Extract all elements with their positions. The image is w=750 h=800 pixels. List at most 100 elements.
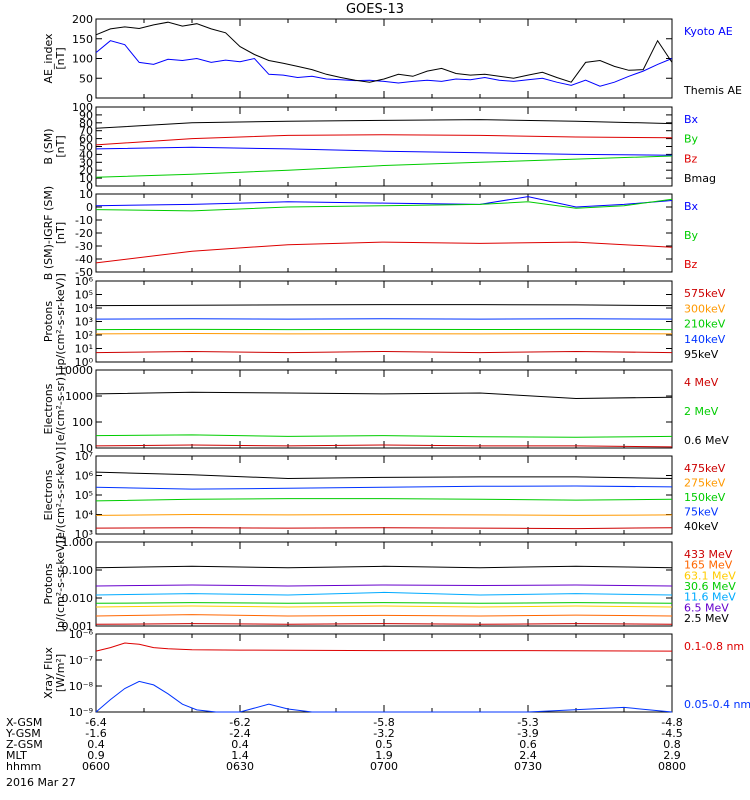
y-tick-label: 10 <box>79 442 93 455</box>
y-axis-label: [p/(cm²-s-sr-keV)] <box>54 273 67 370</box>
y-axis-label: AE_index <box>42 33 55 84</box>
y-axis-label: Protons <box>42 301 55 342</box>
y-tick-label: 10³ <box>75 316 93 329</box>
y-tick-label: 10⁻⁷ <box>69 654 93 667</box>
legend-entry: 300keV <box>684 302 726 315</box>
y-tick-label: 0.010 <box>62 592 94 605</box>
ephemeris-value: -4.5 <box>661 727 682 740</box>
legend-entry: Kyoto AE <box>684 25 733 38</box>
panel-frame <box>95 369 673 449</box>
y-axis-label: B (SM) <box>42 128 55 164</box>
legend-entry: Themis AE <box>683 84 742 97</box>
y-axis-label: [p/(cm²-s-sr-keV)] <box>54 536 67 633</box>
y-tick-label: -30 <box>75 240 93 253</box>
ephemeris-value: 0700 <box>370 760 398 773</box>
ephemeris-value: 2.4 <box>519 749 537 762</box>
y-axis-label: [nT] <box>54 135 67 157</box>
ephemeris-value: 2.9 <box>663 749 681 762</box>
y-tick-label: 20 <box>79 164 93 177</box>
y-tick-label: 0.100 <box>62 564 94 577</box>
series-line-30-6-mev <box>95 602 673 604</box>
y-tick-label: 10⁷ <box>75 450 93 463</box>
series-line-6-5-mev <box>95 584 673 587</box>
y-tick-label: 70 <box>79 125 93 138</box>
y-tick-label: 10 <box>79 188 93 201</box>
panel-8: 10⁻⁹ 10⁻⁸ 10⁻⁷ 10⁻⁶ Xray Flux [W/m²] 0.1-0.8 n… <box>42 628 750 719</box>
y-tick-label: 10⁶ <box>75 470 94 483</box>
y-axis-label: [nT] <box>54 222 67 244</box>
panel-7: 0.001 0.010 0.100 1.000 Protons [p/(cm²-s-sr-… <box>42 536 736 633</box>
y-tick-label: 50 <box>79 72 93 85</box>
series-line-bz <box>95 241 673 264</box>
series-line-75kev <box>95 485 673 490</box>
legend-entry: 75keV <box>684 506 719 519</box>
legend-entry: 2.5 MeV <box>684 612 729 625</box>
legend-entry: Bx <box>684 200 699 213</box>
legend-entry: Bz <box>684 258 698 271</box>
ephemeris-value: 0.9 <box>87 749 105 762</box>
y-tick-label: 0 <box>86 180 93 193</box>
y-tick-label: 10⁻⁶ <box>69 628 94 641</box>
panel-1: 0 50 100 150 200 AE_index [nT] Kyoto AE Themis A… <box>42 13 742 105</box>
ephemeris-value: 1.9 <box>375 749 393 762</box>
ephemeris-row-label: X-GSM <box>6 716 42 729</box>
y-tick-label: 1.000 <box>62 536 94 549</box>
ephemeris-value: -5.3 <box>517 716 538 729</box>
ephemeris-value: 0.4 <box>87 738 105 751</box>
legend-entry: 0.1-0.8 nm <box>684 640 744 653</box>
ephemeris-value: -3.9 <box>517 727 538 740</box>
legend-entry: 4 MeV <box>684 376 719 389</box>
y-tick-label: 10⁴ <box>75 509 94 522</box>
ephemeris-value: 0800 <box>658 760 686 773</box>
legend-entry: 165 MeV <box>684 559 733 572</box>
ephemeris-value: 1.4 <box>231 749 249 762</box>
legend-entry: Bmag <box>684 172 716 185</box>
ephemeris-value: -2.4 <box>229 727 250 740</box>
series-line-95kev <box>95 304 673 307</box>
legend-entry: 140keV <box>684 333 726 346</box>
y-tick-label: 90 <box>79 109 93 122</box>
y-tick-label: 100 <box>72 101 93 114</box>
legend-entry: 2 MeV <box>684 405 719 418</box>
ephemeris-value: 0630 <box>226 760 254 773</box>
series-line-2-5-mev <box>95 565 673 569</box>
legend-entry: By <box>684 133 699 146</box>
series-line-433-mev <box>95 623 673 625</box>
y-tick-label: 50 <box>79 141 93 154</box>
panel-frame <box>95 633 673 713</box>
ephemeris-row-label: MLT <box>6 749 27 762</box>
series-line-by <box>95 155 673 178</box>
panel-6: 10³ 10⁴ 10⁵ 10⁶ 10⁷ Electrons [e/(cm²-s-sr-keV… <box>42 447 726 543</box>
ephemeris-value: -6.2 <box>229 716 250 729</box>
legend-entry: 11.6 MeV <box>684 591 736 604</box>
y-tick-label: -50 <box>75 266 93 279</box>
legend-entry: 210keV <box>684 318 726 331</box>
ephemeris-row-label: hhmm <box>6 760 41 773</box>
ephemeris-value: -5.8 <box>373 716 394 729</box>
y-tick-label: 60 <box>79 133 93 146</box>
ephemeris-value: 0.6 <box>519 738 537 751</box>
y-axis-label: Xray Flux <box>42 647 55 699</box>
y-tick-label: -40 <box>75 253 93 266</box>
ephemeris-value: -1.6 <box>85 727 106 740</box>
series-line-bmag <box>95 119 673 129</box>
y-tick-label: 10⁰ <box>75 356 94 369</box>
y-axis-label: Protons <box>42 563 55 604</box>
legend-entry: 30.6 MeV <box>684 580 736 593</box>
panel-frame <box>95 18 673 99</box>
legend-entry: 6.5 MeV <box>684 601 729 614</box>
y-tick-label: 10⁵ <box>75 489 93 502</box>
series-line-kyoto-ae <box>95 40 673 87</box>
bottom-axis-table: X-GSM -6.4 -6.2 -5.8 -5.3 -4.8 Y-GSM -1.6 -2.4 -3… <box>5 716 686 789</box>
ephemeris-value: 0.8 <box>663 738 681 751</box>
legend-entry: By <box>684 229 699 242</box>
ephemeris-value: -6.4 <box>85 716 106 729</box>
y-tick-label: 200 <box>72 13 93 26</box>
legend-entry: 275keV <box>684 477 726 490</box>
series-line-40kev <box>95 471 673 480</box>
y-axis-label: [e/(cm²-s-sr)] <box>54 373 67 446</box>
